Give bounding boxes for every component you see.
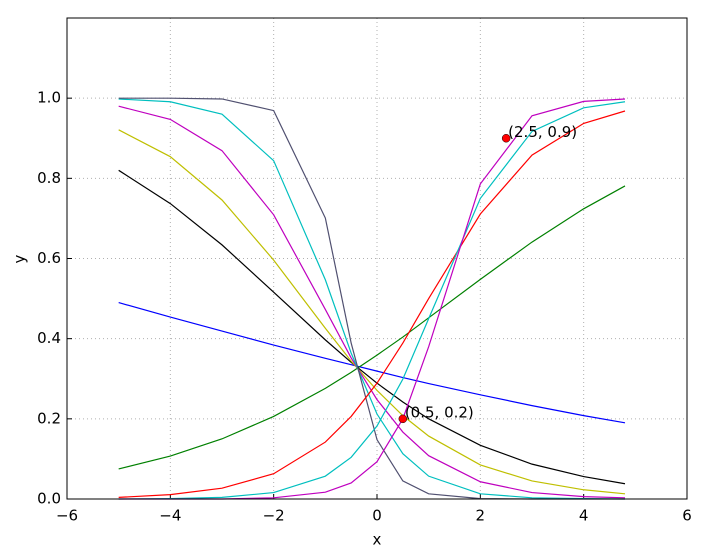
point-label: (2.5, 0.9) <box>508 123 577 141</box>
curve <box>118 98 626 500</box>
y-tick-label: 0.4 <box>37 329 61 347</box>
curve <box>118 105 626 499</box>
curve <box>118 129 626 495</box>
curve <box>118 302 626 424</box>
y-tick-label: 1.0 <box>37 89 61 107</box>
y-axis-label: y <box>11 254 29 263</box>
x-tick-label: −4 <box>159 507 181 525</box>
x-tick-label: 6 <box>682 507 692 525</box>
point <box>398 414 408 424</box>
curve <box>118 110 626 498</box>
plot-frame <box>66 17 688 500</box>
x-axis-label: x <box>373 531 382 549</box>
curve <box>118 98 626 500</box>
y-tick-label: 0.6 <box>37 249 61 267</box>
curve <box>118 97 625 500</box>
y-tick-label: 0.8 <box>37 169 61 187</box>
point <box>501 134 511 143</box>
curve <box>118 169 626 485</box>
x-tick-label: 0 <box>372 507 382 525</box>
x-tick-label: 2 <box>476 507 486 525</box>
x-tick-label: 4 <box>579 507 589 525</box>
y-tick-label: 0.2 <box>37 409 61 427</box>
point-label: (0.5, 0.2) <box>405 403 474 421</box>
x-tick-label: −2 <box>263 507 285 525</box>
x-tick-label: −6 <box>56 507 78 525</box>
curve <box>118 185 626 470</box>
y-tick-label: 0.0 <box>37 490 61 508</box>
curve <box>118 101 626 500</box>
